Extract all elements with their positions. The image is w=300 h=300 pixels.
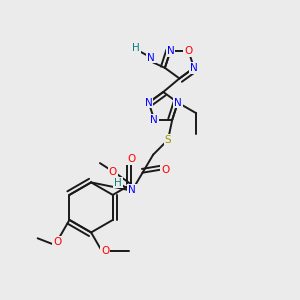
Text: N: N <box>145 98 153 108</box>
Text: O: O <box>109 167 117 177</box>
Text: N: N <box>147 52 155 63</box>
Text: N: N <box>150 115 158 125</box>
Text: H: H <box>132 43 140 53</box>
Text: O: O <box>184 46 193 56</box>
Text: O: O <box>161 164 169 175</box>
Text: O: O <box>127 154 135 164</box>
Text: N: N <box>167 46 174 56</box>
Text: N: N <box>190 63 198 73</box>
Text: O: O <box>101 246 110 256</box>
Text: O: O <box>53 237 61 247</box>
Text: H: H <box>114 178 122 188</box>
Text: N: N <box>128 184 136 194</box>
Text: S: S <box>165 135 171 145</box>
Text: N: N <box>174 98 182 108</box>
